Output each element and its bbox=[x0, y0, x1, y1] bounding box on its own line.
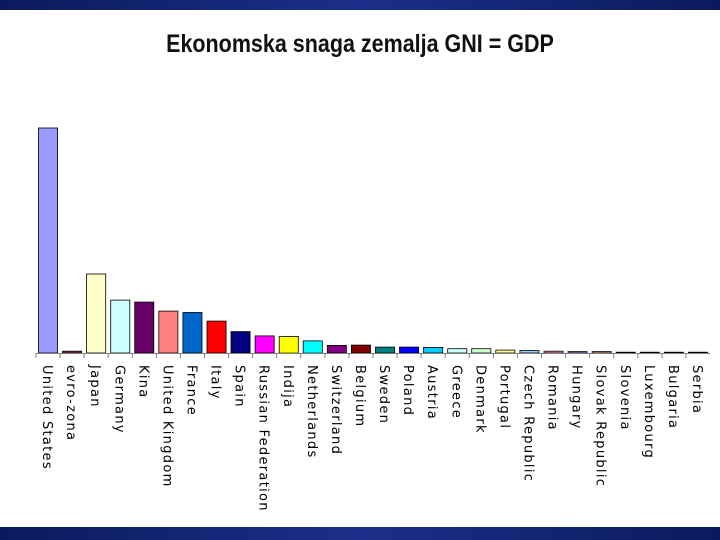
bar-hungary bbox=[567, 351, 588, 354]
x-tick-label: Switzerland bbox=[328, 365, 343, 455]
x-tick-label: Hungary bbox=[569, 365, 584, 430]
x-tick-label: Slovak Republic bbox=[593, 365, 608, 487]
bar-romania bbox=[543, 350, 564, 354]
bar-czech-republic bbox=[519, 350, 540, 354]
x-tick-label: Russian Federation bbox=[256, 365, 271, 512]
x-tick-label: Romania bbox=[545, 365, 560, 431]
x-tick-label: France bbox=[184, 365, 199, 416]
bar-belgium bbox=[350, 344, 371, 354]
x-tick-label: Belgium bbox=[352, 365, 367, 427]
chart-title: Ekonomska snaga zemalja GNI = GDP bbox=[166, 30, 554, 58]
x-tick-label: United States bbox=[39, 365, 54, 470]
bar-spain bbox=[230, 331, 251, 354]
top-banner bbox=[0, 0, 720, 10]
x-tick-label: Japan bbox=[87, 364, 102, 408]
x-tick-label: Kina bbox=[135, 365, 150, 399]
bar-japan bbox=[86, 273, 107, 354]
bar-kina bbox=[134, 301, 155, 354]
bar-denmark bbox=[471, 348, 492, 354]
x-tick-label: Netherlands bbox=[304, 365, 319, 459]
bar-bulgaria bbox=[663, 351, 684, 354]
x-tick-label: Greece bbox=[448, 365, 463, 419]
x-tick-label: Germany bbox=[111, 365, 126, 434]
x-tick-label: Indija bbox=[280, 365, 295, 408]
x-tick-label: Portugal bbox=[496, 365, 511, 429]
bar-austria bbox=[423, 346, 444, 354]
x-tick-label: Denmark bbox=[472, 365, 487, 434]
x-tick-label: Italy bbox=[208, 365, 223, 400]
bar-indija bbox=[278, 335, 299, 354]
x-tick-label: Serbia bbox=[689, 365, 704, 414]
bar-evro-zona bbox=[62, 350, 83, 354]
bar-poland bbox=[399, 346, 420, 354]
bar-netherlands bbox=[302, 340, 323, 354]
bar-sweden bbox=[375, 346, 396, 354]
bar-switzerland bbox=[326, 344, 347, 354]
x-tick-label: Sweden bbox=[376, 365, 391, 424]
bar-luxembourg bbox=[639, 351, 660, 354]
x-tick-label: Bulgaria bbox=[665, 365, 680, 429]
x-tick-label: Spain bbox=[232, 365, 247, 408]
bottom-banner bbox=[0, 527, 720, 540]
bar-slovak-republic bbox=[591, 351, 612, 354]
bar-united-kingdom bbox=[158, 310, 179, 354]
x-tick-label: Luxembourg bbox=[641, 365, 656, 459]
bar-portugal bbox=[495, 349, 516, 354]
bar-france bbox=[182, 312, 203, 354]
bar-greece bbox=[447, 348, 468, 354]
x-tick-label: United Kingdom bbox=[159, 365, 174, 488]
x-tick-label: evro-zona bbox=[63, 365, 78, 441]
bar-italy bbox=[206, 320, 227, 354]
x-tick-label: Czech Republic bbox=[521, 365, 536, 482]
bar-russian-federation bbox=[254, 335, 275, 354]
x-tick-label: Austria bbox=[424, 365, 439, 420]
bar-united-states bbox=[38, 127, 59, 354]
bar-serbia bbox=[688, 351, 708, 354]
x-tick-label: Poland bbox=[400, 365, 415, 416]
x-tick-label: Slovenia bbox=[617, 365, 632, 431]
bar-germany bbox=[110, 299, 131, 354]
bar-slovenia bbox=[615, 351, 636, 354]
